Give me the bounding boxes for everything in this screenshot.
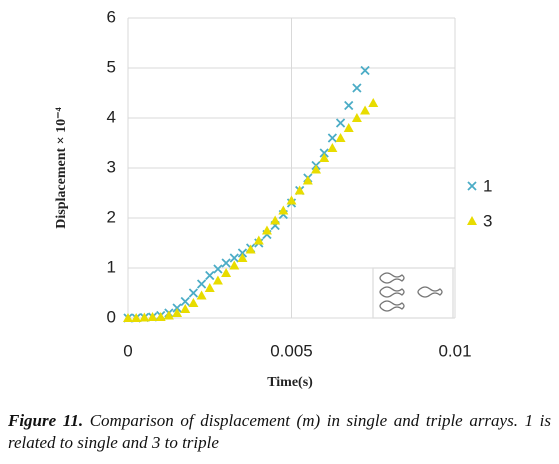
data-point: [180, 296, 190, 307]
data-point: [360, 105, 371, 115]
data-point: [188, 298, 199, 307]
data-point: [245, 244, 256, 254]
data-point: [204, 283, 215, 292]
data-point: [123, 313, 133, 322]
data-point: [344, 100, 354, 111]
data-point: [139, 312, 150, 322]
y-axis-label: Displacement × 10⁻⁴: [54, 106, 69, 228]
data-point: [131, 313, 142, 322]
chart: Time(s) Displacement × 10⁻⁴ 0 1 2 3 4 5 6 0 0.00…: [54, 7, 492, 390]
data-point: [352, 83, 362, 93]
caption-label: Figure 11.: [8, 411, 84, 430]
data-point: [261, 225, 272, 235]
y-tick-label: 2: [107, 207, 116, 226]
data-point: [327, 133, 338, 143]
data-point: [172, 308, 183, 317]
data-point: [147, 312, 158, 321]
data-point: [311, 164, 322, 174]
data-point: [335, 118, 346, 128]
data-point: [221, 268, 232, 277]
x-tick-label: 0.01: [438, 341, 471, 360]
data-point: [294, 185, 305, 195]
x-tick-label: 0.005: [270, 341, 313, 360]
data-point: [253, 235, 264, 245]
data-point: [343, 123, 354, 132]
y-tick-label: 0: [107, 307, 116, 326]
data-point: [335, 133, 346, 142]
y-tick-label: 6: [107, 7, 116, 26]
data-point: [327, 143, 338, 152]
legend-marker: [467, 181, 477, 191]
legend-marker: [467, 216, 477, 225]
data-point: [180, 304, 191, 313]
data-point: [229, 253, 239, 263]
data-point: [196, 279, 207, 289]
legend-label: 1: [483, 176, 492, 195]
y-tick-label: 4: [107, 107, 116, 126]
data-point: [155, 312, 166, 321]
caption-text: Comparison of displacement (m) in single…: [8, 411, 552, 452]
data-point: [351, 113, 362, 122]
data-point: [270, 215, 281, 225]
y-tick-label: 1: [107, 257, 116, 276]
data-point: [286, 195, 297, 205]
data-point: [221, 258, 231, 268]
data-point: [237, 253, 248, 262]
data-point: [163, 310, 174, 320]
data-point: [188, 288, 199, 298]
caption: Figure 11. Comparison of displacement (m…: [8, 410, 551, 454]
y-tick-label: 5: [107, 57, 116, 76]
data-point: [205, 270, 215, 281]
data-point: [229, 260, 240, 270]
data-point: [360, 65, 370, 76]
data-point: [196, 290, 207, 300]
data-point: [278, 205, 289, 215]
y-tick-label: 3: [107, 157, 116, 176]
data-point: [302, 175, 313, 185]
data-point: [213, 264, 223, 274]
x-axis-label: Time(s): [267, 375, 313, 390]
x-tick-label: 0: [123, 341, 132, 360]
data-point: [319, 153, 330, 162]
legend-label: 3: [483, 211, 492, 230]
data-point: [212, 275, 223, 285]
inset-schematic: [372, 267, 454, 319]
data-point: [368, 98, 379, 107]
